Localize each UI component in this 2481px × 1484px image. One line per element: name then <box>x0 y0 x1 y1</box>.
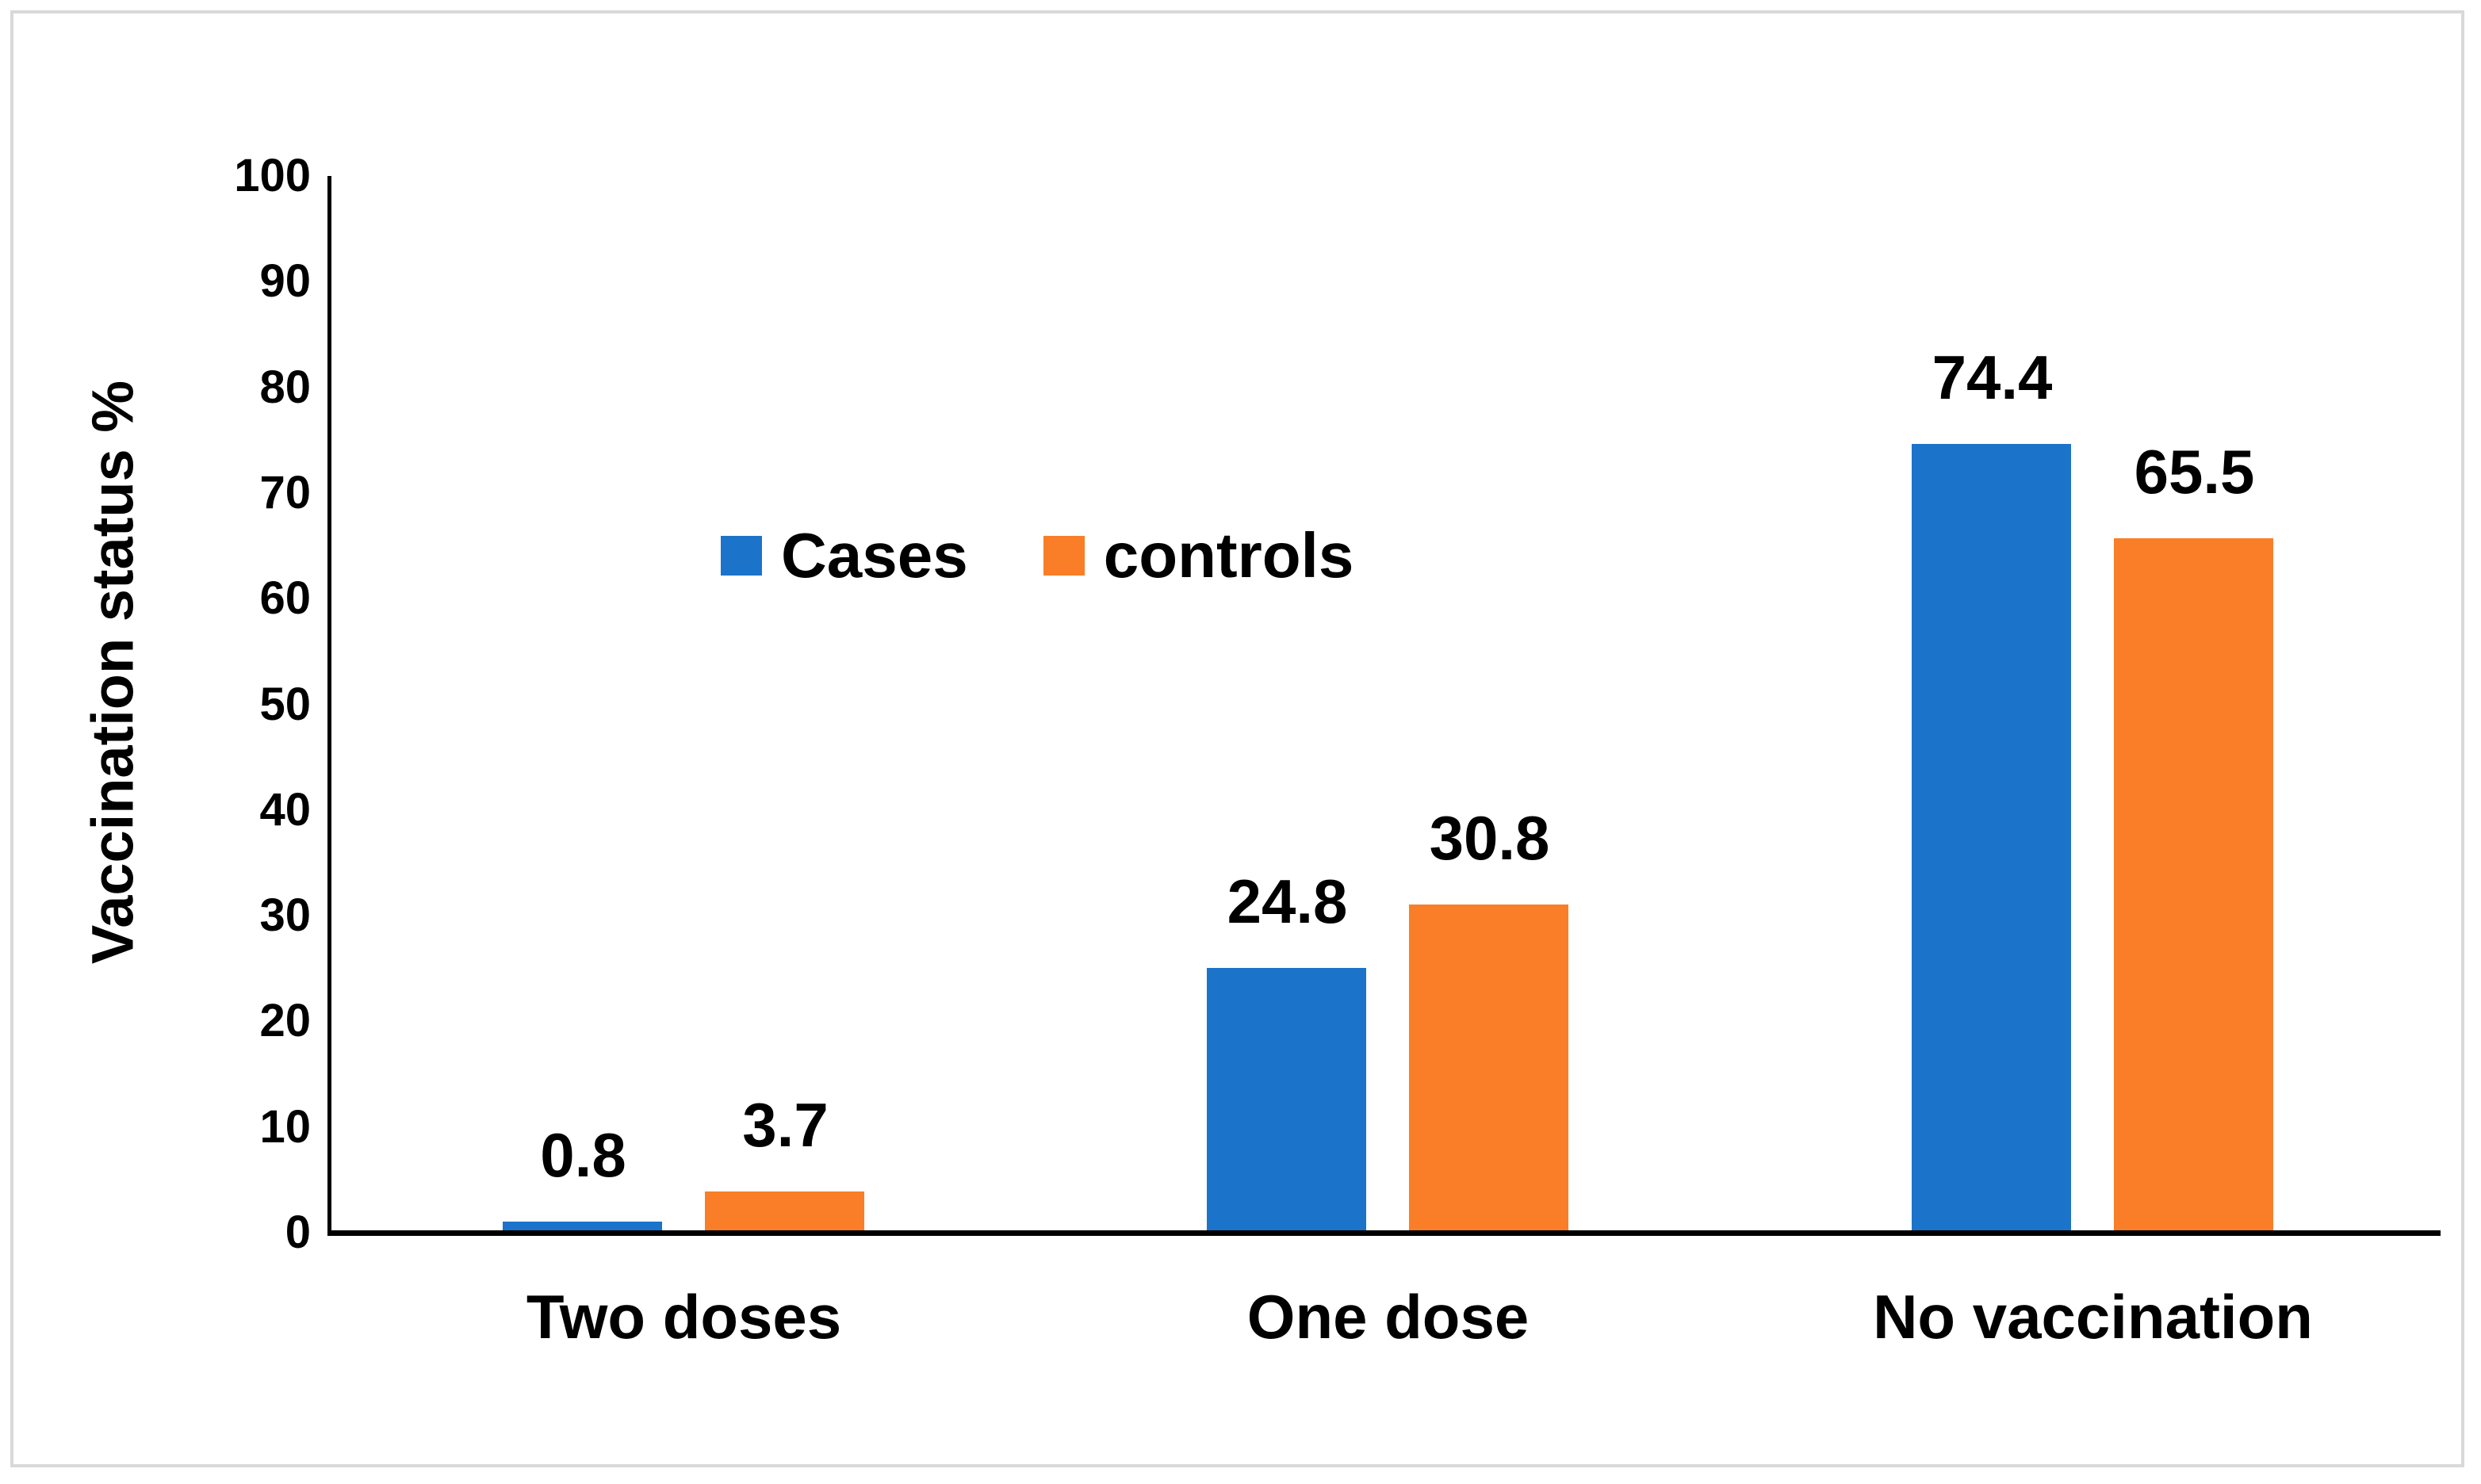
y-tick-label: 50 <box>259 678 311 730</box>
y-tick-label: 40 <box>259 783 311 836</box>
bar-value-label: 24.8 <box>1227 866 1348 936</box>
category-label: One dose <box>1246 1282 1530 1352</box>
bar-cases-3 <box>1912 444 2071 1230</box>
y-axis-line <box>327 176 331 1236</box>
bar-value-label: 74.4 <box>1932 342 2053 412</box>
y-tick-label: 70 <box>259 466 311 518</box>
bar-value-label: 30.8 <box>1429 803 1550 873</box>
y-tick-label: 30 <box>259 889 311 942</box>
controls-swatch-icon <box>1043 536 1085 576</box>
legend-label-controls: controls <box>1103 520 1354 591</box>
bar-controls-3 <box>2114 538 2273 1230</box>
bar-cases-2 <box>1207 968 1366 1230</box>
legend-item-cases: Cases <box>721 524 968 587</box>
category-label: Two doses <box>526 1282 842 1352</box>
legend-label-cases: Cases <box>781 520 968 591</box>
bar-value-label: 0.8 <box>540 1120 626 1190</box>
bar-value-label: 65.5 <box>2134 437 2255 507</box>
bar-cases-1 <box>503 1222 662 1230</box>
x-axis-line <box>327 1230 2441 1236</box>
y-tick-label: 0 <box>285 1207 311 1258</box>
legend: Cases controls <box>721 516 1353 595</box>
y-tick-label: 10 <box>259 1100 311 1153</box>
chart-frame <box>10 10 2464 1467</box>
bar-value-label: 3.7 <box>742 1090 829 1160</box>
bar-controls-2 <box>1409 905 1568 1230</box>
cases-swatch-icon <box>721 536 762 576</box>
y-tick-label: 100 <box>234 150 311 201</box>
legend-item-controls: controls <box>1043 520 1354 591</box>
y-tick-label: 20 <box>259 995 311 1047</box>
y-tick-label: 60 <box>259 572 311 625</box>
category-label: No vaccination <box>1873 1282 2313 1352</box>
y-tick-label: 90 <box>259 255 311 308</box>
y-axis-title: Vaccination status % <box>79 380 146 965</box>
y-tick-label: 80 <box>259 361 311 413</box>
bar-controls-1 <box>705 1191 864 1230</box>
